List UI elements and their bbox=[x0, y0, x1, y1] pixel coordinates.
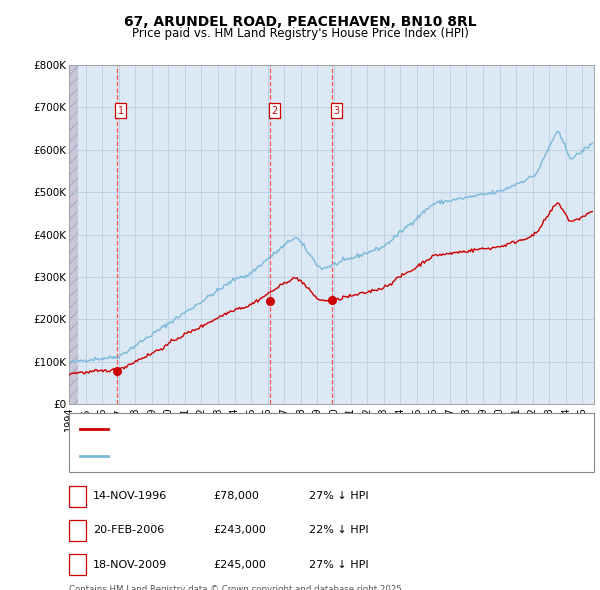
Text: 1: 1 bbox=[118, 106, 124, 116]
Text: 3: 3 bbox=[334, 106, 340, 116]
Bar bbox=[69, 65, 78, 404]
Text: £245,000: £245,000 bbox=[213, 560, 266, 569]
Text: 14-NOV-1996: 14-NOV-1996 bbox=[93, 491, 167, 501]
Text: 2: 2 bbox=[74, 526, 81, 535]
Text: 20-FEB-2006: 20-FEB-2006 bbox=[93, 526, 164, 535]
Text: HPI: Average price, detached house, Lewes: HPI: Average price, detached house, Lewe… bbox=[114, 451, 339, 461]
Text: 67, ARUNDEL ROAD, PEACEHAVEN, BN10 8RL: 67, ARUNDEL ROAD, PEACEHAVEN, BN10 8RL bbox=[124, 15, 476, 29]
Text: 3: 3 bbox=[74, 560, 81, 569]
Text: Price paid vs. HM Land Registry's House Price Index (HPI): Price paid vs. HM Land Registry's House … bbox=[131, 27, 469, 40]
Text: 27% ↓ HPI: 27% ↓ HPI bbox=[309, 491, 368, 501]
Text: 27% ↓ HPI: 27% ↓ HPI bbox=[309, 560, 368, 569]
Text: 18-NOV-2009: 18-NOV-2009 bbox=[93, 560, 167, 569]
Text: Contains HM Land Registry data © Crown copyright and database right 2025.: Contains HM Land Registry data © Crown c… bbox=[69, 585, 404, 590]
Text: 2: 2 bbox=[271, 106, 277, 116]
Text: 1: 1 bbox=[74, 491, 81, 501]
Text: 22% ↓ HPI: 22% ↓ HPI bbox=[309, 526, 368, 535]
Text: £243,000: £243,000 bbox=[213, 526, 266, 535]
Text: 67, ARUNDEL ROAD, PEACEHAVEN, BN10 8RL (detached house): 67, ARUNDEL ROAD, PEACEHAVEN, BN10 8RL (… bbox=[114, 424, 445, 434]
Text: £78,000: £78,000 bbox=[213, 491, 259, 501]
